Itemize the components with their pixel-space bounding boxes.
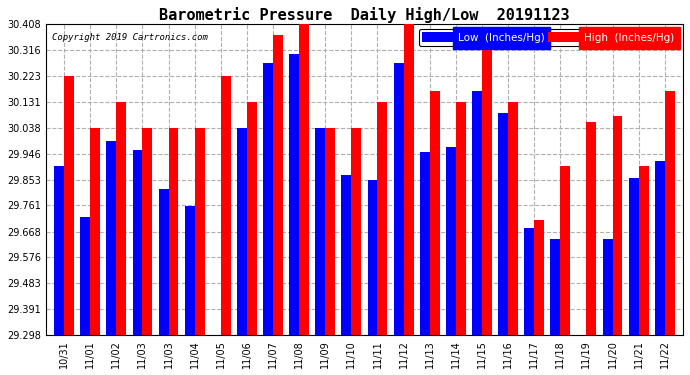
Bar: [195, 128, 205, 335]
Bar: [655, 161, 664, 335]
Bar: [368, 180, 377, 335]
Bar: [90, 128, 100, 335]
Title: Barometric Pressure  Daily High/Low  20191123: Barometric Pressure Daily High/Low 20191…: [159, 7, 570, 23]
Bar: [551, 239, 560, 335]
Text: Copyright 2019 Cartronics.com: Copyright 2019 Cartronics.com: [52, 33, 208, 42]
Bar: [586, 122, 596, 335]
Bar: [325, 128, 335, 335]
Bar: [534, 220, 544, 335]
Legend: Low  (Inches/Hg), High  (Inches/Hg): Low (Inches/Hg), High (Inches/Hg): [419, 29, 678, 46]
Bar: [472, 91, 482, 335]
Bar: [613, 116, 622, 335]
Bar: [446, 147, 456, 335]
Bar: [629, 178, 639, 335]
Bar: [602, 239, 613, 335]
Bar: [351, 128, 362, 335]
Bar: [54, 166, 64, 335]
Bar: [299, 24, 309, 335]
Bar: [263, 63, 273, 335]
Bar: [168, 128, 179, 335]
Bar: [185, 206, 195, 335]
Bar: [508, 102, 518, 335]
Bar: [377, 102, 387, 335]
Bar: [64, 76, 74, 335]
Bar: [482, 43, 492, 335]
Bar: [456, 102, 466, 335]
Bar: [221, 76, 230, 335]
Bar: [142, 128, 152, 335]
Bar: [80, 217, 90, 335]
Bar: [664, 91, 675, 335]
Bar: [560, 166, 570, 335]
Bar: [639, 166, 649, 335]
Bar: [394, 63, 404, 335]
Bar: [106, 141, 117, 335]
Bar: [498, 113, 508, 335]
Bar: [404, 24, 413, 335]
Bar: [420, 153, 430, 335]
Bar: [159, 189, 168, 335]
Bar: [315, 128, 325, 335]
Bar: [132, 150, 142, 335]
Bar: [273, 35, 283, 335]
Bar: [247, 102, 257, 335]
Bar: [289, 54, 299, 335]
Bar: [117, 102, 126, 335]
Bar: [524, 228, 534, 335]
Bar: [430, 91, 440, 335]
Bar: [237, 128, 247, 335]
Bar: [342, 175, 351, 335]
